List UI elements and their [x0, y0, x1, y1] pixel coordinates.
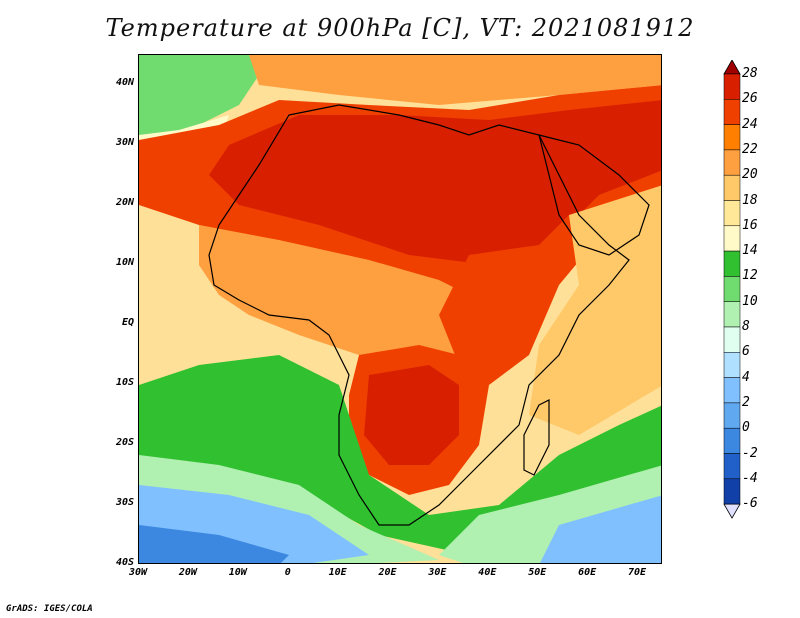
colorbar-segment	[723, 478, 741, 505]
colorbar-segment	[723, 73, 741, 100]
lon-tick-label: 0	[284, 567, 291, 578]
colorbar-level-label: 14	[742, 243, 758, 259]
colorbar-segment	[723, 124, 741, 151]
lon-tick-label: 20W	[178, 567, 197, 578]
colorbar-segment	[723, 326, 741, 353]
colorbar-segment	[723, 225, 741, 252]
lat-tick-label: 10N	[115, 257, 134, 268]
colorbar-top-arrow	[723, 60, 741, 75]
lon-tick-label: 30E	[428, 567, 447, 578]
colorbar-segment	[723, 200, 741, 227]
lat-tick-label: 30S	[115, 497, 134, 508]
lon-tick-label: 50E	[528, 567, 547, 578]
map-plot-area	[138, 54, 662, 564]
colorbar-level-label: 12	[742, 268, 758, 284]
far-south-blue-region	[139, 525, 289, 563]
colorbar-level-label: 10	[742, 293, 758, 309]
sahel-warm-region	[199, 225, 489, 365]
arabia-coastline	[538, 134, 650, 256]
colorbar-level-label: -6	[742, 496, 758, 512]
madagascar-outline	[523, 399, 550, 476]
lat-tick-label: 20S	[115, 437, 134, 448]
grads-credit: GrADS: IGES/COLA	[6, 604, 93, 614]
lon-tick-label: 20E	[378, 567, 397, 578]
colorbar-segment	[723, 301, 741, 328]
colorbar-level-label: 8	[742, 319, 750, 334]
colorbar-level-label: 16	[742, 217, 758, 233]
colorbar-level-label: -4	[742, 470, 758, 486]
africa-coastline	[208, 104, 630, 526]
map-title: Temperature at 900hPa [C], VT: 202108191…	[105, 14, 695, 42]
lon-tick-label: 60E	[578, 567, 597, 578]
colorbar-segment	[723, 99, 741, 125]
colorbar-level-label: 18	[742, 192, 758, 208]
colorbar-level-label: 0	[742, 420, 750, 436]
lon-tick-label: 10W	[228, 567, 247, 578]
lat-tick-label: 20N	[115, 197, 134, 208]
colorbar-bottom-arrow	[723, 503, 741, 519]
temperature-map	[139, 55, 661, 563]
lon-tick-label: 40E	[478, 567, 497, 578]
colorbar-level-label: 22	[742, 141, 758, 157]
colorbar-segment	[723, 276, 741, 302]
lat-tick-label: 30N	[115, 137, 134, 148]
colorbar-level-label: -2	[742, 445, 758, 461]
colorbar-segment	[723, 427, 741, 454]
colorbar-segment	[723, 352, 741, 378]
indian-ocean-warm-region	[529, 185, 661, 435]
lon-tick-label: 70E	[628, 567, 647, 578]
colorbar	[723, 60, 741, 519]
colorbar-segment	[723, 174, 741, 201]
colorbar-level-label: 6	[742, 344, 750, 360]
colorbar-segment	[723, 377, 741, 404]
atlantic-cool-band-region	[139, 55, 259, 135]
colorbar-segment	[723, 453, 741, 480]
colorbar-segment	[723, 149, 741, 176]
lon-tick-label: 10E	[328, 567, 347, 578]
south-east-blue-region	[540, 495, 661, 563]
colorbar-level-label: 26	[742, 91, 758, 107]
lon-tick-label: 30W	[128, 567, 148, 578]
colorbar-level-label: 2	[742, 394, 750, 410]
lat-tick-label: 40N	[115, 77, 134, 88]
colorbar-level-label: 24	[742, 116, 758, 132]
lat-tick-label: EQ	[121, 317, 134, 328]
colorbar-level-label: 4	[742, 369, 750, 385]
lat-tick-label: 10S	[115, 377, 134, 388]
east-africa-hot-region	[439, 215, 609, 385]
north-africa-core-region	[209, 100, 661, 265]
lat-tick-label: 40S	[115, 557, 134, 568]
colorbar-level-label: 20	[742, 167, 758, 183]
southern-africa-core-region	[364, 365, 459, 465]
colorbar-segment	[723, 402, 741, 429]
colorbar-segment	[723, 250, 741, 277]
mediterranean-warm-region	[249, 55, 661, 105]
colorbar-level-label: 28	[742, 66, 758, 81]
